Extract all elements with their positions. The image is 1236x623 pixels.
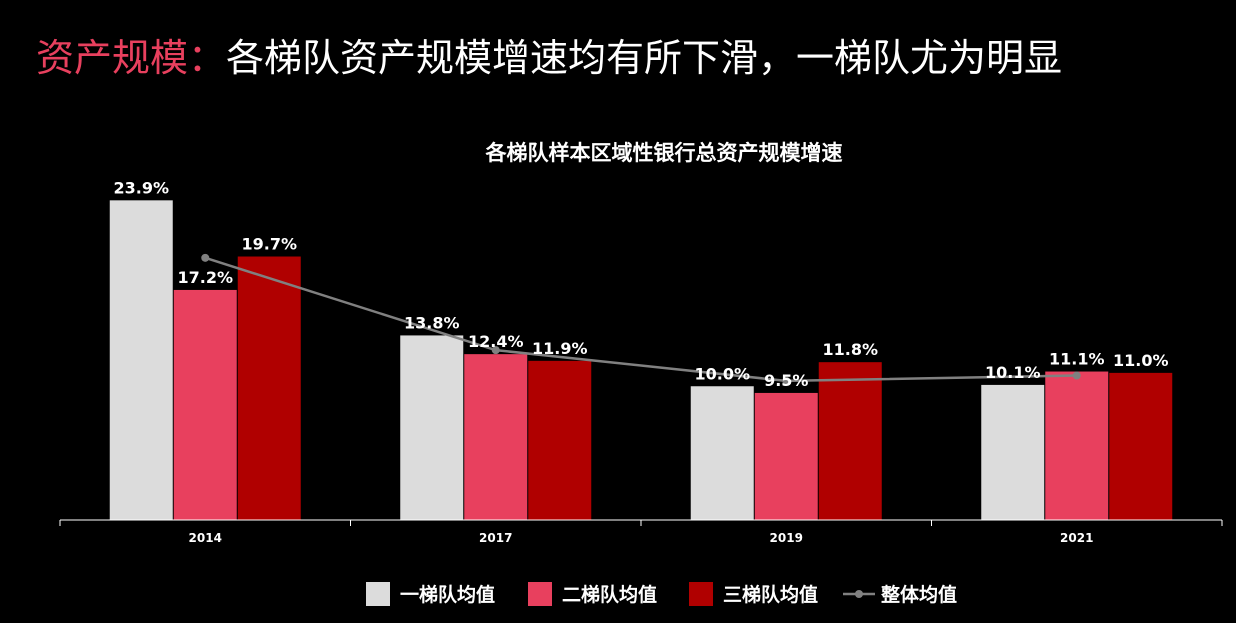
x-tick-label-2021: 2021	[1060, 531, 1093, 545]
legend-label: 三梯队均值	[723, 583, 818, 606]
legend-item-3: 三梯队均值	[689, 582, 818, 606]
data-label-2014-series-3: 19.7%	[241, 235, 297, 254]
data-label-2019-series-2: 9.5%	[764, 371, 808, 390]
bar-2014-series-1	[109, 200, 173, 520]
x-tick-label-2017: 2017	[479, 531, 512, 545]
legend-swatch	[689, 582, 713, 606]
bars-layer	[109, 200, 1173, 520]
data-label-2017-series-2: 12.4%	[468, 332, 524, 351]
slide-title-main: 各梯队资产规模增速均有所下滑，一梯队尤为明显	[226, 36, 1063, 80]
legend-item-4: 整体均值	[843, 583, 957, 606]
legend-swatch	[366, 582, 390, 606]
legend-label: 整体均值	[881, 583, 957, 606]
bar-2014-series-2	[173, 289, 237, 520]
legend-item-1: 一梯队均值	[366, 582, 495, 606]
labels-layer: 23.9% 17.2% 19.7% 13.8% 12.4% 11.9% 10.0% 9.5% 1…	[113, 178, 1168, 390]
legend-label: 二梯队均值	[562, 583, 657, 606]
bar-2017-series-1	[400, 335, 464, 520]
data-label-2014-series-2: 17.2%	[177, 268, 233, 287]
overall-average-point-2014	[201, 253, 210, 262]
ticks-layer: 2014 2017 2019 2021	[59, 520, 1223, 545]
legend-label: 一梯队均值	[400, 583, 495, 606]
data-label-2021-series-3: 11.0%	[1113, 351, 1169, 370]
overall-average-line	[204, 256, 1077, 383]
data-label-2019-series-1: 10.0%	[694, 364, 750, 383]
chart-title: 各梯队样本区域性银行总资产规模增速	[485, 141, 843, 165]
data-label-2017-series-3: 11.9%	[532, 339, 588, 358]
bar-2017-series-3	[528, 360, 592, 520]
slide-title-accent: 资产规模：	[36, 36, 227, 80]
x-tick-label-2014: 2014	[189, 531, 222, 545]
bar-2017-series-2	[464, 354, 528, 520]
bar-2019-series-2	[754, 392, 818, 520]
bar-2021-series-3	[1109, 372, 1173, 520]
x-tick-label-2019: 2019	[770, 531, 803, 545]
legend-line-marker	[855, 590, 863, 598]
slide-title: 资产规模：各梯队资产规模增速均有所下滑，一梯队尤为明显	[36, 30, 1062, 86]
data-label-2017-series-1: 13.8%	[404, 313, 460, 332]
legend: 一梯队均值 二梯队均值 三梯队均值 整体均值	[366, 582, 957, 606]
line-layer	[201, 253, 1081, 385]
overall-average-point-2017	[491, 346, 500, 355]
data-label-2014-series-1: 23.9%	[113, 178, 169, 197]
bar-2021-series-1	[981, 384, 1045, 520]
legend-item-2: 二梯队均值	[528, 582, 657, 606]
bar-2021-series-2	[1045, 371, 1109, 520]
overall-average-point-2021	[1072, 371, 1081, 380]
data-label-2021-series-2: 11.1%	[1049, 350, 1105, 369]
bar-2019-series-1	[690, 386, 754, 520]
legend-swatch	[528, 582, 552, 606]
bar-2014-series-3	[237, 256, 301, 520]
data-label-2019-series-3: 11.8%	[822, 340, 878, 359]
data-label-2021-series-1: 10.1%	[985, 363, 1041, 382]
overall-average-point-2019	[782, 376, 791, 385]
bar-2019-series-3	[818, 362, 882, 520]
